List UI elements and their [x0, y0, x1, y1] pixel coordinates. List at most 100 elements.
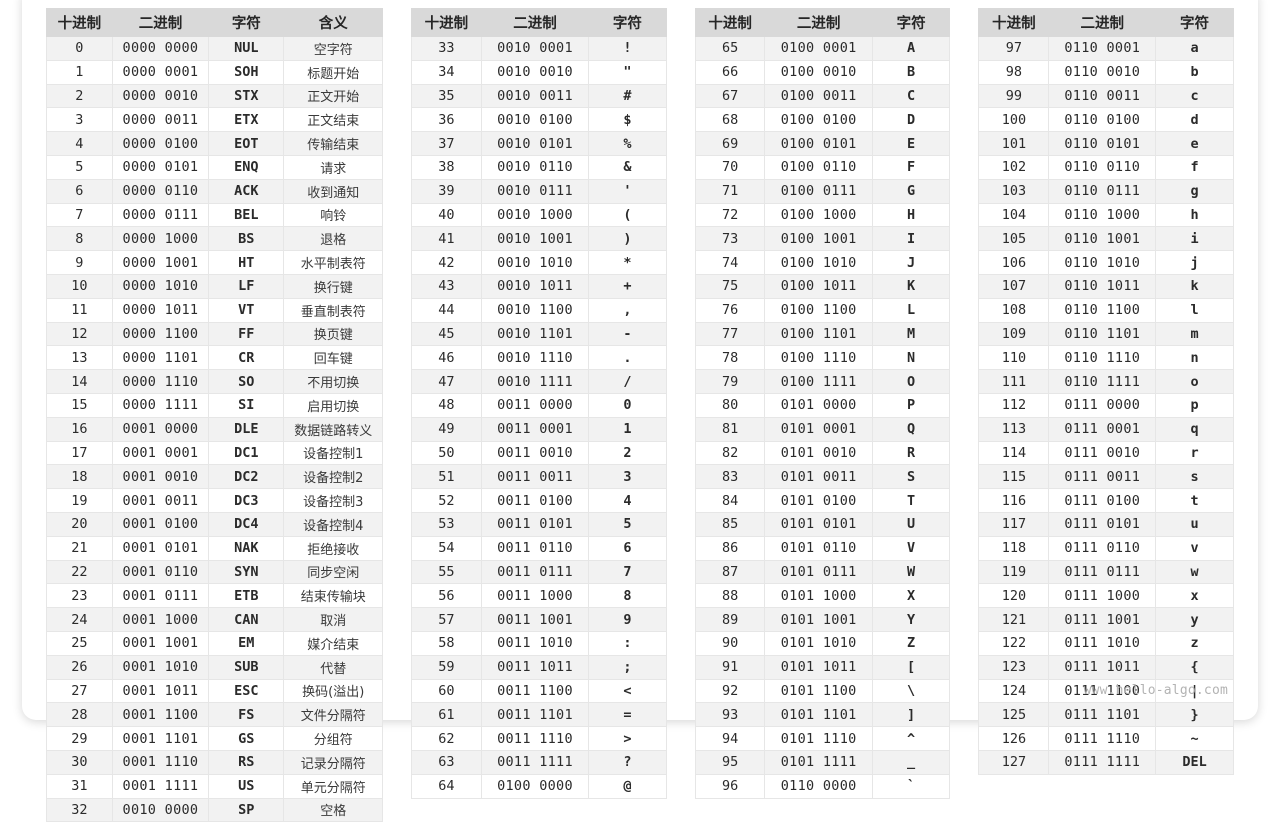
cell-decimal: 30 — [46, 749, 113, 775]
cell-binary: 0010 1110 — [480, 345, 590, 371]
cell-character: EOT — [208, 131, 285, 156]
cell-character: CAN — [208, 607, 285, 632]
cell-meaning: 取消 — [283, 607, 384, 632]
table-row: 72 0100 1000 H — [694, 202, 951, 228]
cell-character: LF — [208, 273, 285, 299]
cell-decimal: 2 — [46, 83, 113, 109]
cell-binary: 0000 0101 — [111, 154, 210, 180]
cell-decimal: 102 — [978, 154, 1050, 180]
table-row: 84 0101 0100 T — [694, 488, 951, 513]
table-row: 36 0010 0100 $ — [411, 107, 667, 133]
cell-decimal: 65 — [694, 36, 766, 61]
cell-binary: 0001 1001 — [111, 630, 210, 656]
table-row: 10 0000 1010 LF 换行键 — [46, 273, 384, 299]
cell-binary: 0011 1101 — [480, 702, 590, 728]
cell-decimal: 114 — [978, 440, 1050, 466]
cell-character: x — [1155, 583, 1234, 609]
cell-binary: 0111 1000 — [1048, 583, 1157, 609]
cell-character: SI — [208, 392, 285, 418]
cell-character: RS — [208, 749, 285, 775]
cell-decimal: 45 — [411, 321, 482, 347]
table-row: 45 0010 1101- — [411, 321, 667, 347]
column-header-binary: 二进制 — [764, 8, 873, 37]
column-header-meaning: 含义 — [283, 8, 384, 37]
cell-decimal: 105 — [978, 226, 1050, 252]
cell-character: } — [1155, 702, 1234, 728]
cell-binary: 0001 1110 — [111, 749, 210, 775]
cell-binary: 0011 1010 — [480, 630, 590, 656]
cell-binary: 0100 0011 — [764, 83, 873, 109]
cell-decimal: 44 — [411, 297, 482, 323]
cell-binary: 0011 1111 — [480, 749, 590, 775]
cell-decimal: 127 — [978, 749, 1050, 775]
table-row: 100 0110 0100 d — [978, 107, 1234, 133]
cell-binary: 0100 1010 — [764, 250, 873, 275]
cell-decimal: 34 — [411, 59, 482, 85]
cell-meaning: 媒介结束 — [283, 630, 384, 656]
cell-character: SO — [208, 369, 285, 394]
ascii-table-control-characters: 十进制 二进制 字符 含义 0 0000 0000 NUL 空字符 1 0000 0001 SOH 标… — [46, 8, 384, 822]
cell-decimal: 120 — [978, 583, 1050, 609]
cell-character: # — [588, 83, 667, 109]
cell-meaning: 空格 — [283, 797, 384, 822]
cell-binary: 0101 0101 — [764, 511, 873, 537]
cell-binary: 0101 1000 — [764, 583, 873, 609]
table-row: 30 0001 1110 RS 记录分隔符 — [46, 749, 384, 775]
cell-binary: 0001 0110 — [111, 559, 210, 585]
cell-binary: 0010 0000 — [111, 797, 210, 822]
cell-binary: 0011 1000 — [480, 583, 590, 609]
cell-decimal: 122 — [978, 630, 1050, 656]
cell-decimal: 13 — [46, 345, 113, 371]
cell-decimal: 48 — [411, 392, 482, 418]
cell-character: 3 — [588, 464, 667, 490]
cell-binary: 0011 0101 — [480, 511, 590, 537]
cell-binary: 0111 1101 — [1048, 702, 1157, 728]
cell-decimal: 27 — [46, 678, 113, 704]
cell-meaning: 请求 — [283, 154, 384, 180]
table-row: 9 0000 1001 HT 水平制表符 — [46, 250, 384, 275]
table-row: 38 0010 0110 & — [411, 154, 667, 180]
table-row: 118 0111 0110 v — [978, 535, 1234, 561]
cell-decimal: 25 — [46, 630, 113, 656]
cell-character: C — [871, 83, 951, 109]
cell-binary: 0000 0110 — [111, 178, 210, 204]
table-row: 58 0011 1010: — [411, 630, 667, 656]
cell-decimal: 70 — [694, 154, 766, 180]
cell-character: t — [1155, 488, 1234, 513]
cell-decimal: 87 — [694, 559, 766, 585]
cell-decimal: 126 — [978, 726, 1050, 751]
cell-decimal: 119 — [978, 559, 1050, 585]
cell-character: - — [588, 321, 667, 347]
cell-character: m — [1155, 321, 1234, 347]
cell-decimal: 7 — [46, 202, 113, 228]
cell-character: N — [871, 345, 951, 371]
table-row: 67 0100 0011 C — [694, 83, 951, 109]
cell-decimal: 16 — [46, 416, 113, 442]
table-row: 80 0101 0000 P — [694, 392, 951, 418]
cell-decimal: 118 — [978, 535, 1050, 561]
table-row: 111 0110 1111 o — [978, 369, 1234, 394]
cell-decimal: 97 — [978, 36, 1050, 61]
cell-binary: 0111 0101 — [1048, 511, 1157, 537]
cell-character: w — [1155, 559, 1234, 585]
table-row: 108 0110 1100 l — [978, 297, 1234, 323]
cell-character: 7 — [588, 559, 667, 585]
cell-character: ^ — [871, 726, 951, 751]
table-row: 110 0110 1110 n — [978, 345, 1234, 371]
cell-character: ] — [871, 702, 951, 728]
cell-decimal: 101 — [978, 131, 1050, 156]
table-row: 127 0111 1111 DEL — [978, 749, 1234, 775]
cell-meaning: 换行键 — [283, 273, 384, 299]
cell-decimal: 15 — [46, 392, 113, 418]
cell-character: | — [1155, 678, 1234, 704]
cell-binary: 0000 1010 — [111, 273, 210, 299]
cell-decimal: 47 — [411, 369, 482, 394]
cell-character: q — [1155, 416, 1234, 442]
cell-character: u — [1155, 511, 1234, 537]
cell-decimal: 3 — [46, 107, 113, 133]
cell-meaning: 文件分隔符 — [283, 702, 384, 728]
cell-meaning: 回车键 — [283, 345, 384, 371]
ascii-table-uppercase-letters: 十进制 二进制 字符 65 0100 0001 A 66 0100 0010 B 67 0100 0… — [694, 8, 951, 799]
cell-binary: 0010 1010 — [480, 250, 590, 275]
cell-decimal: 117 — [978, 511, 1050, 537]
